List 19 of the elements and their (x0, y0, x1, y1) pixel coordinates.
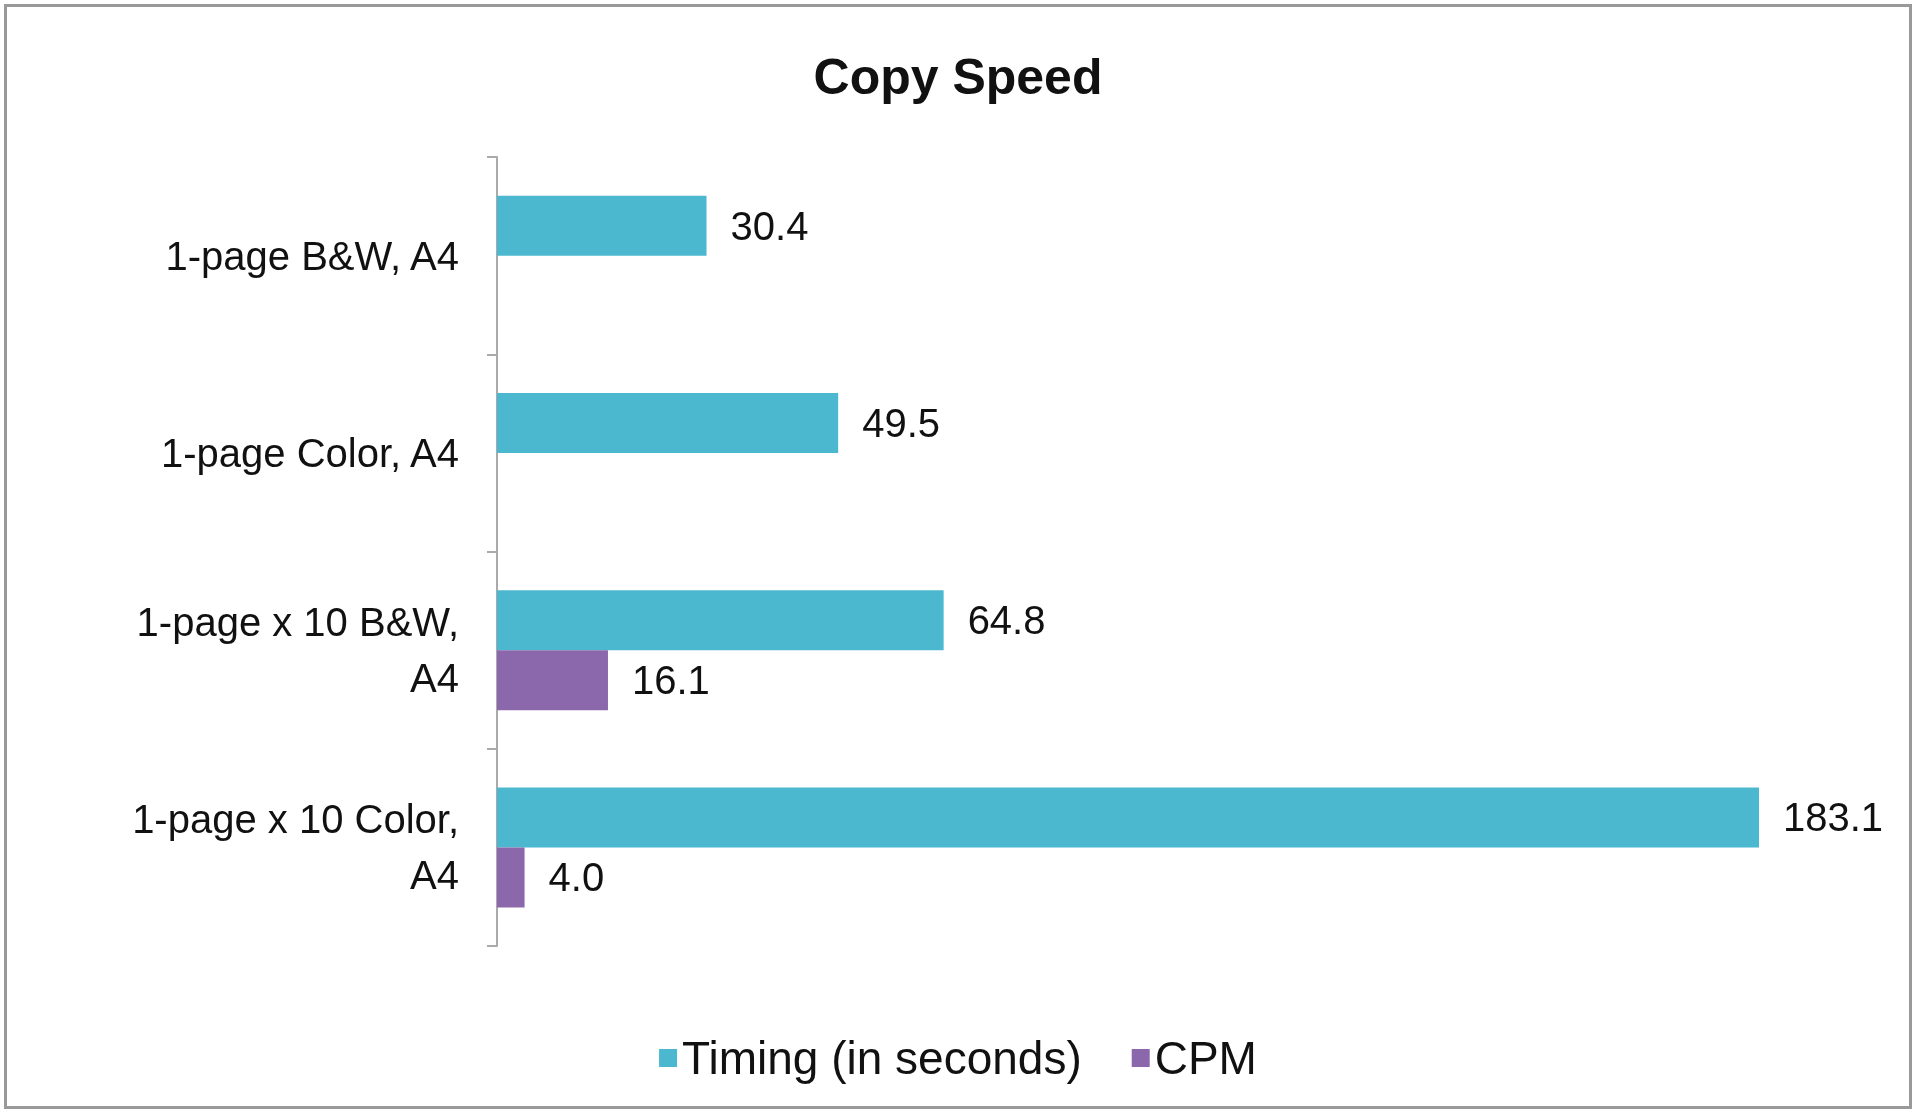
data-label: 64.8 (967, 598, 1046, 643)
bar (497, 590, 944, 651)
bar (497, 787, 1759, 848)
data-label: 16.1 (631, 658, 710, 703)
data-label: 183.1 (1783, 795, 1884, 840)
data-label: 49.5 (862, 400, 941, 445)
y-tick-label: 1-page Color, A4 (161, 430, 459, 475)
bar (497, 650, 608, 711)
y-tick-label: 1-page x 10 Color, A4 (132, 797, 459, 898)
chart-title: Copy Speed (813, 49, 1103, 105)
bar (497, 847, 525, 908)
data-label: 30.4 (730, 203, 809, 248)
bar (497, 195, 707, 256)
legend-label: Timing (in seconds) (682, 1032, 1082, 1084)
bar (497, 392, 839, 453)
legend-label: CPM (1154, 1032, 1257, 1084)
y-tick-label: 1-page B&W, A4 (165, 233, 459, 278)
y-tick-label: 1-page x 10 B&W, A4 (136, 600, 459, 701)
data-label: 4.0 (548, 855, 605, 900)
